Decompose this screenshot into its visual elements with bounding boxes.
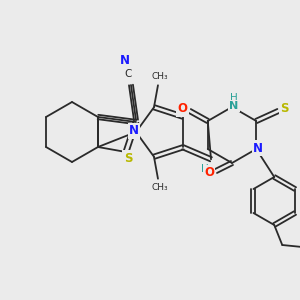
Text: C: C bbox=[124, 69, 132, 79]
Text: O: O bbox=[204, 167, 214, 179]
Text: N: N bbox=[120, 53, 130, 67]
Text: N: N bbox=[129, 124, 139, 137]
Text: S: S bbox=[280, 103, 289, 116]
Text: H: H bbox=[230, 93, 238, 103]
Text: CH₃: CH₃ bbox=[152, 183, 168, 192]
Text: N: N bbox=[230, 101, 238, 111]
Text: S: S bbox=[124, 152, 132, 164]
Text: O: O bbox=[178, 103, 188, 116]
Text: CH₃: CH₃ bbox=[152, 72, 168, 81]
Text: H: H bbox=[201, 164, 209, 174]
Text: N: N bbox=[253, 142, 263, 154]
